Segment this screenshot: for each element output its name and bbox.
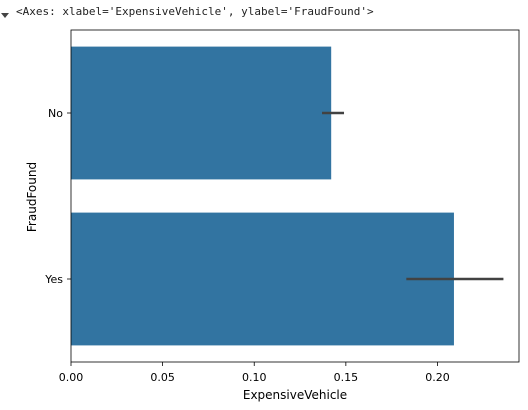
x-tick-label: 0.15 [334,371,359,384]
bar-no [71,46,332,180]
x-tick-label: 0.10 [242,371,267,384]
y-tick-label: No [48,107,63,120]
x-ticks-group: 0.00 0.05 0.10 0.15 0.20 [59,362,450,384]
bars-group [71,46,454,346]
collapse-arrow-icon[interactable] [1,13,9,18]
plot-frame [70,29,520,363]
bar-yes [71,212,454,346]
error-bars-group [322,111,504,281]
y-axis-label: FraudFound [25,162,39,232]
x-tick-label: 0.05 [150,371,175,384]
y-ticks-group: No Yes [44,107,71,286]
x-tick-label: 0.00 [59,371,84,384]
x-tick-label: 0.20 [425,371,450,384]
x-axis-label: ExpensiveVehicle [243,388,347,402]
axes-repr-text: <Axes: xlabel='ExpensiveVehicle', ylabel… [16,5,374,18]
cell-output: <Axes: xlabel='ExpensiveVehicle', ylabel… [0,5,528,23]
y-tick-label: Yes [44,273,63,286]
